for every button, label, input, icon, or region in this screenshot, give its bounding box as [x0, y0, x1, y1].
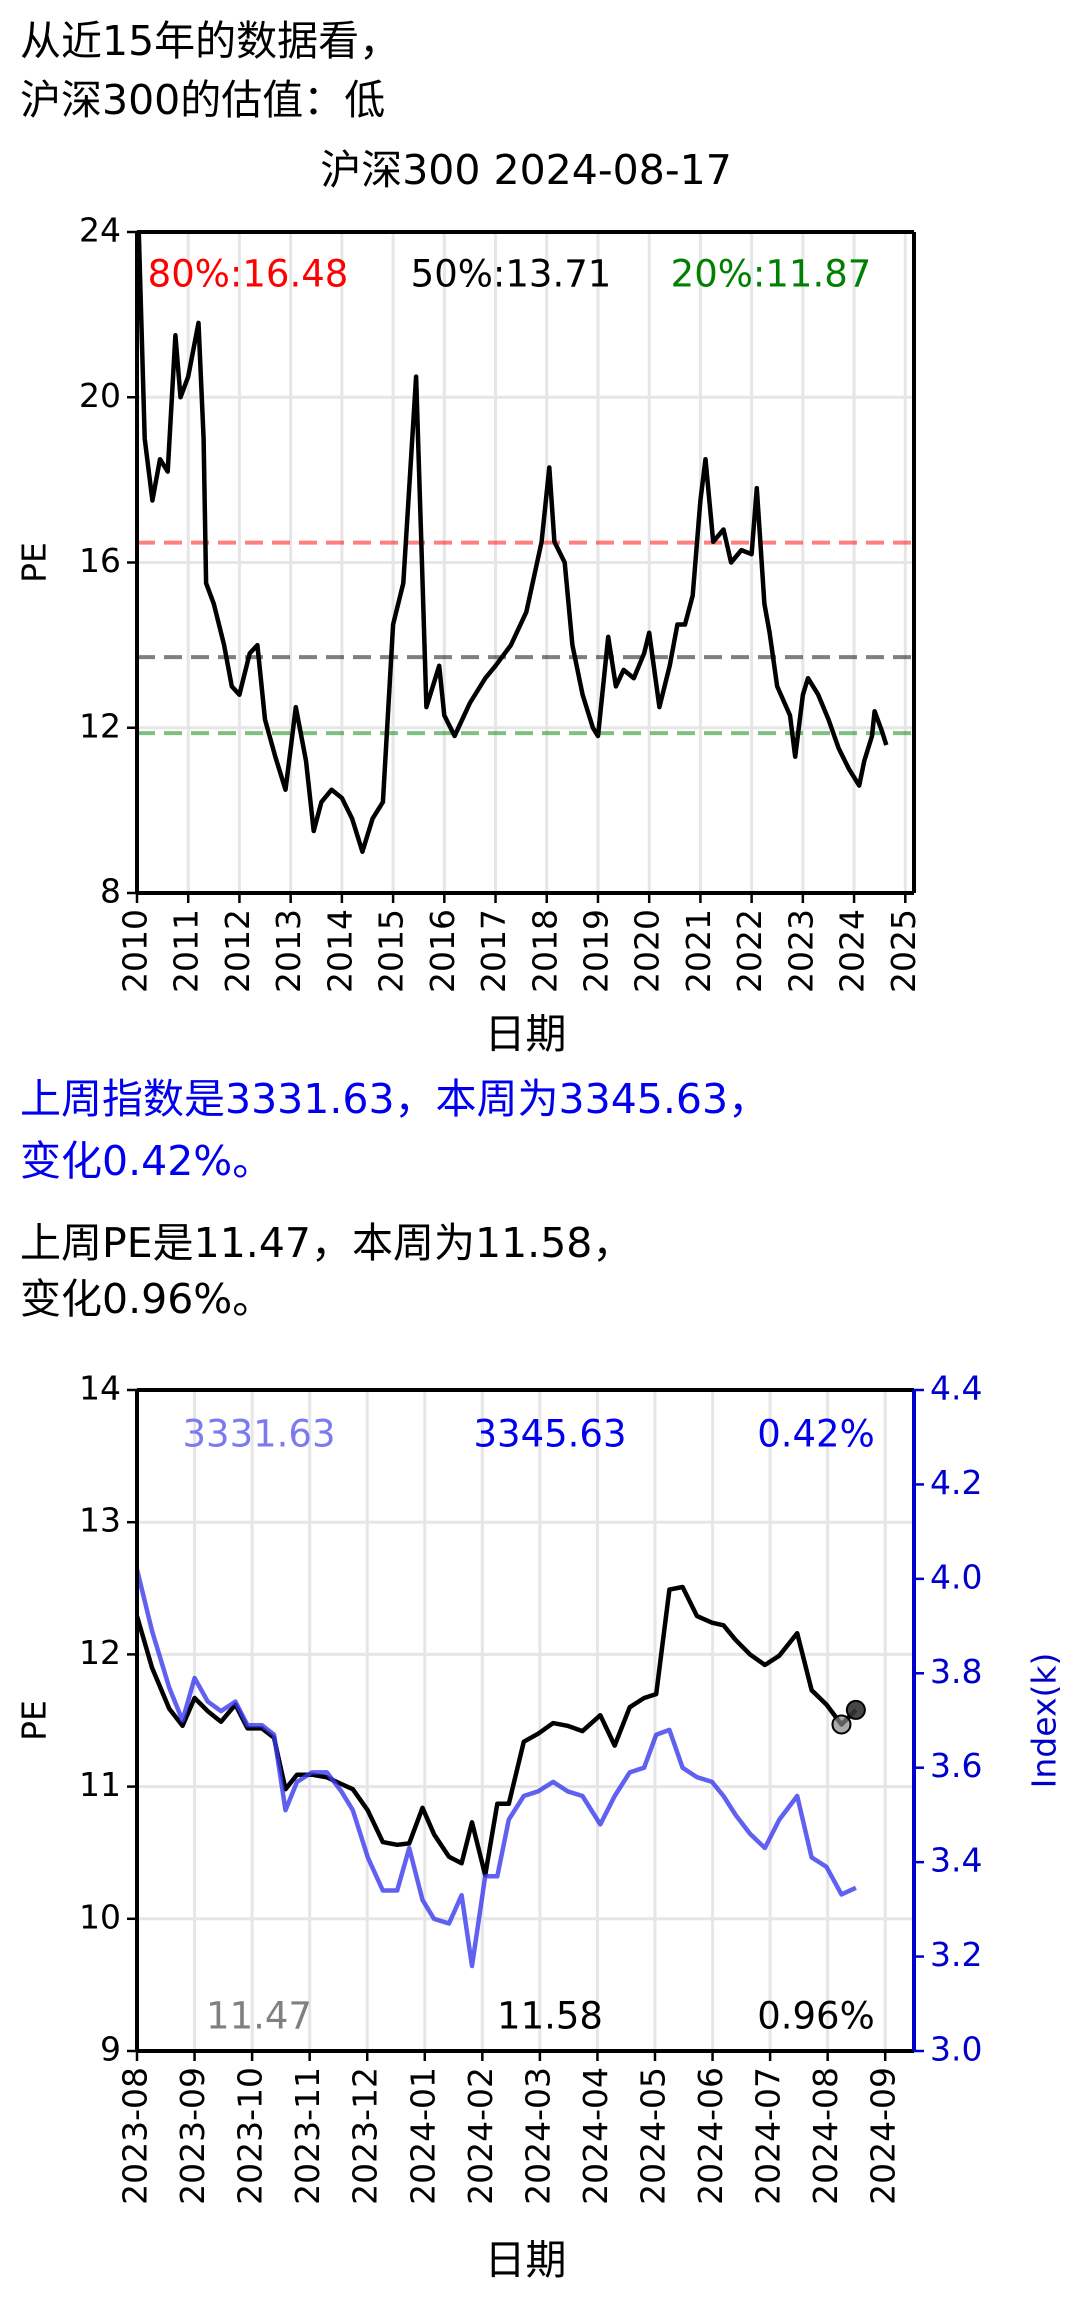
x-tick-label: 2010 [116, 909, 155, 993]
y-tick-label: 11 [79, 1765, 121, 1804]
x-axis-label: 日期 [485, 2236, 567, 2284]
x-tick-label: 2024-01 [403, 2067, 442, 2205]
y-tick-label: 10 [79, 1897, 121, 1936]
x-tick-label: 2024-06 [691, 2067, 730, 2205]
x-tick-label: 2018 [525, 909, 564, 993]
x-tick-label: 2014 [320, 909, 359, 993]
annotation: 50%:13.71 [411, 253, 612, 296]
y2-axis-label: Index(k) [1025, 1653, 1064, 1789]
highlight-point [831, 1714, 852, 1735]
x-tick-label: 2023-11 [288, 2067, 327, 2205]
y-tick-label: 12 [79, 706, 121, 745]
x-tick-label: 2023-09 [173, 2067, 212, 2205]
series-line [137, 232, 889, 854]
y-tick-label: 8 [100, 872, 121, 911]
x-tick-label: 2024-03 [518, 2067, 557, 2205]
y-tick-label: 24 [79, 211, 121, 250]
x-tick-label: 2011 [167, 909, 206, 993]
header-line: 从近15年的数据看， [20, 17, 400, 65]
y-tick-label: 9 [100, 2030, 121, 2069]
annotation: 11.47 [206, 1995, 312, 2038]
annotation: 0.42% [757, 1413, 875, 1456]
annotation: 3345.63 [473, 1413, 626, 1456]
summary-line: 变化0.42%。 [20, 1137, 273, 1185]
chart-title: 沪深300 2024-08-17 [320, 146, 732, 194]
annotation: 11.58 [497, 1995, 603, 2038]
y2-tick-label: 4.4 [930, 1369, 982, 1408]
x-tick-label: 2024 [833, 909, 872, 993]
x-tick-label: 2022 [730, 909, 769, 993]
x-tick-label: 2024-07 [749, 2067, 788, 2205]
annotation: 3331.63 [182, 1413, 335, 1456]
x-tick-label: 2024-08 [806, 2067, 845, 2205]
x-tick-label: 2013 [269, 909, 308, 993]
y2-tick-label: 3.8 [930, 1652, 982, 1691]
y2-tick-label: 4.2 [930, 1463, 982, 1502]
x-tick-label: 2024-02 [461, 2067, 500, 2205]
summary-line: 上周指数是3331.63，本周为3345.63， [20, 1075, 769, 1123]
annotation: 20%:11.87 [671, 253, 872, 296]
x-tick-label: 2012 [218, 909, 257, 993]
annotation: 80%:16.48 [148, 253, 349, 296]
series-line [137, 1568, 857, 1969]
y-tick-label: 12 [79, 1633, 121, 1672]
annotation: 0.96% [757, 1995, 875, 2038]
y2-tick-label: 3.4 [930, 1841, 982, 1880]
x-tick-label: 2025 [884, 909, 923, 993]
x-tick-label: 2024-04 [576, 2067, 615, 2205]
x-tick-label: 2023-08 [116, 2067, 155, 2205]
x-tick-label: 2024-09 [864, 2067, 903, 2205]
x-tick-label: 2023 [781, 909, 820, 993]
y2-tick-label: 3.6 [930, 1746, 982, 1785]
x-axis-label: 日期 [485, 1010, 567, 1058]
x-tick-label: 2021 [679, 909, 718, 993]
y-tick-label: 16 [79, 541, 121, 580]
y-tick-label: 20 [79, 376, 121, 415]
x-tick-label: 2016 [423, 909, 462, 993]
x-tick-label: 2023-10 [231, 2067, 270, 2205]
y-tick-label: 14 [79, 1369, 121, 1408]
x-tick-label: 2019 [576, 909, 615, 993]
summary-line: 上周PE是11.47，本周为11.58， [20, 1219, 633, 1267]
x-tick-label: 2024-05 [634, 2067, 673, 2205]
plot-area [137, 232, 889, 854]
plot-area [137, 1568, 858, 1969]
y2-tick-label: 4.0 [930, 1557, 982, 1596]
y2-tick-label: 3.2 [930, 1935, 982, 1974]
summary-line: 变化0.96%。 [20, 1275, 273, 1323]
highlight-point [845, 1699, 866, 1720]
x-tick-label: 2023-12 [346, 2067, 385, 2205]
header-line: 沪深300的估值：低 [20, 76, 385, 124]
y2-tick-label: 3.0 [930, 2030, 982, 2069]
y-axis-label: PE [15, 1700, 54, 1741]
x-tick-label: 2017 [474, 909, 513, 993]
x-tick-label: 2015 [372, 909, 411, 993]
y-tick-label: 13 [79, 1501, 121, 1540]
x-tick-label: 2020 [628, 909, 667, 993]
y-axis-label: PE [15, 542, 54, 583]
